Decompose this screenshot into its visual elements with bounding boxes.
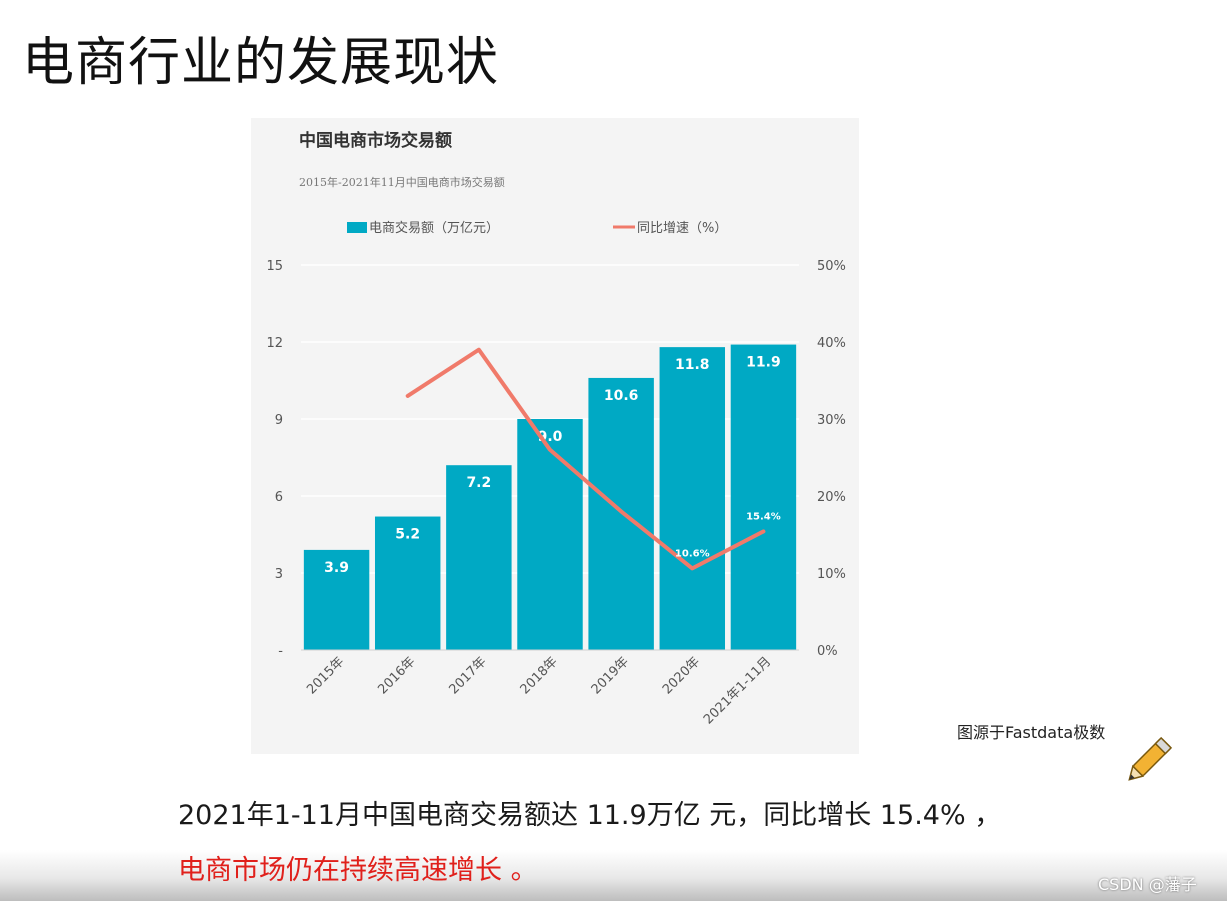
bar-value-label: 5.2 [395, 527, 420, 543]
x-axis-tick-label: 2018年 [518, 654, 561, 697]
x-axis-tick-label: 2015年 [304, 654, 347, 697]
legend-label-line: 同比增速（%） [637, 221, 727, 236]
left-axis-tick-label: - [278, 644, 283, 659]
chart-legend: 电商交易额（万亿元） 同比增速（%） [347, 220, 727, 236]
right-axis-tick-label: 0% [817, 644, 838, 659]
right-axis: 0% 10% 20% 30% 40% 50% [817, 259, 846, 659]
bar-value-label: 11.8 [675, 357, 710, 373]
chart-title: 中国电商市场交易额 [299, 130, 452, 151]
x-axis-tick-label: 2020年 [660, 654, 703, 697]
legend-swatch-bar [347, 222, 367, 233]
left-axis-tick-label: 15 [266, 259, 283, 274]
slide-title: 电商行业的发展现状 [22, 33, 500, 93]
bar-series: 3.95.27.29.010.611.8 11.9 [303, 344, 797, 650]
bar [303, 549, 370, 650]
right-axis-tick-label: 40% [817, 336, 846, 351]
summary-text: 2021年1-11月中国电商交易额达 11.9万亿 元，同比增长 15.4% ， [178, 800, 1002, 831]
chart-subtitle: 2015年-2021年11月中国电商市场交易额 [299, 175, 505, 189]
bottom-gradient-bar [0, 850, 1227, 901]
chart-panel: 中国电商市场交易额 2015年-2021年11月中国电商市场交易额 电商交易额（… [251, 118, 859, 754]
x-axis-tick-label: 2021年1-11月 [701, 654, 774, 727]
highlight-text: 电商市场仍在持续高速增长 。 [178, 855, 538, 886]
bar-value-label: 7.2 [466, 475, 491, 491]
growth-line [405, 347, 766, 571]
right-axis-tick-label: 10% [817, 567, 846, 582]
bar [588, 377, 654, 650]
bar-value-label: 11.9 [746, 355, 781, 371]
watermark: CSDN @藩子 [1098, 875, 1197, 894]
left-axis-tick-label: 6 [275, 490, 283, 505]
bar [730, 344, 797, 650]
left-axis: - 3 6 9 12 15 [266, 259, 283, 659]
growth-line-series: 10.6% 15.4% [405, 347, 781, 571]
bar [517, 419, 583, 650]
bar [659, 347, 726, 650]
left-axis-tick-label: 9 [275, 413, 283, 428]
bar [374, 516, 441, 650]
pencil-icon [1128, 736, 1173, 781]
right-axis-tick-label: 30% [817, 413, 846, 428]
growth-point-label: 15.4% [746, 511, 781, 522]
x-axis-tick-label: 2017年 [446, 654, 489, 697]
legend-label-bar: 电商交易额（万亿元） [369, 220, 499, 236]
growth-point-label: 10.6% [675, 548, 710, 559]
trade-volume-chart: 中国电商市场交易额 2015年-2021年11月中国电商市场交易额 电商交易额（… [266, 130, 846, 727]
bar [446, 465, 512, 650]
right-axis-tick-label: 20% [817, 490, 846, 505]
bar-value-label: 10.6 [604, 388, 639, 404]
bar-value-label: 3.9 [324, 560, 349, 576]
x-axis-tick-label: 2019年 [589, 654, 632, 697]
right-axis-tick-label: 50% [817, 259, 846, 274]
left-axis-tick-label: 3 [275, 567, 283, 582]
left-axis-tick-label: 12 [266, 336, 283, 351]
x-axis-tick-label: 2016年 [375, 654, 418, 697]
source-note: 图源于Fastdata极数 [957, 723, 1106, 742]
